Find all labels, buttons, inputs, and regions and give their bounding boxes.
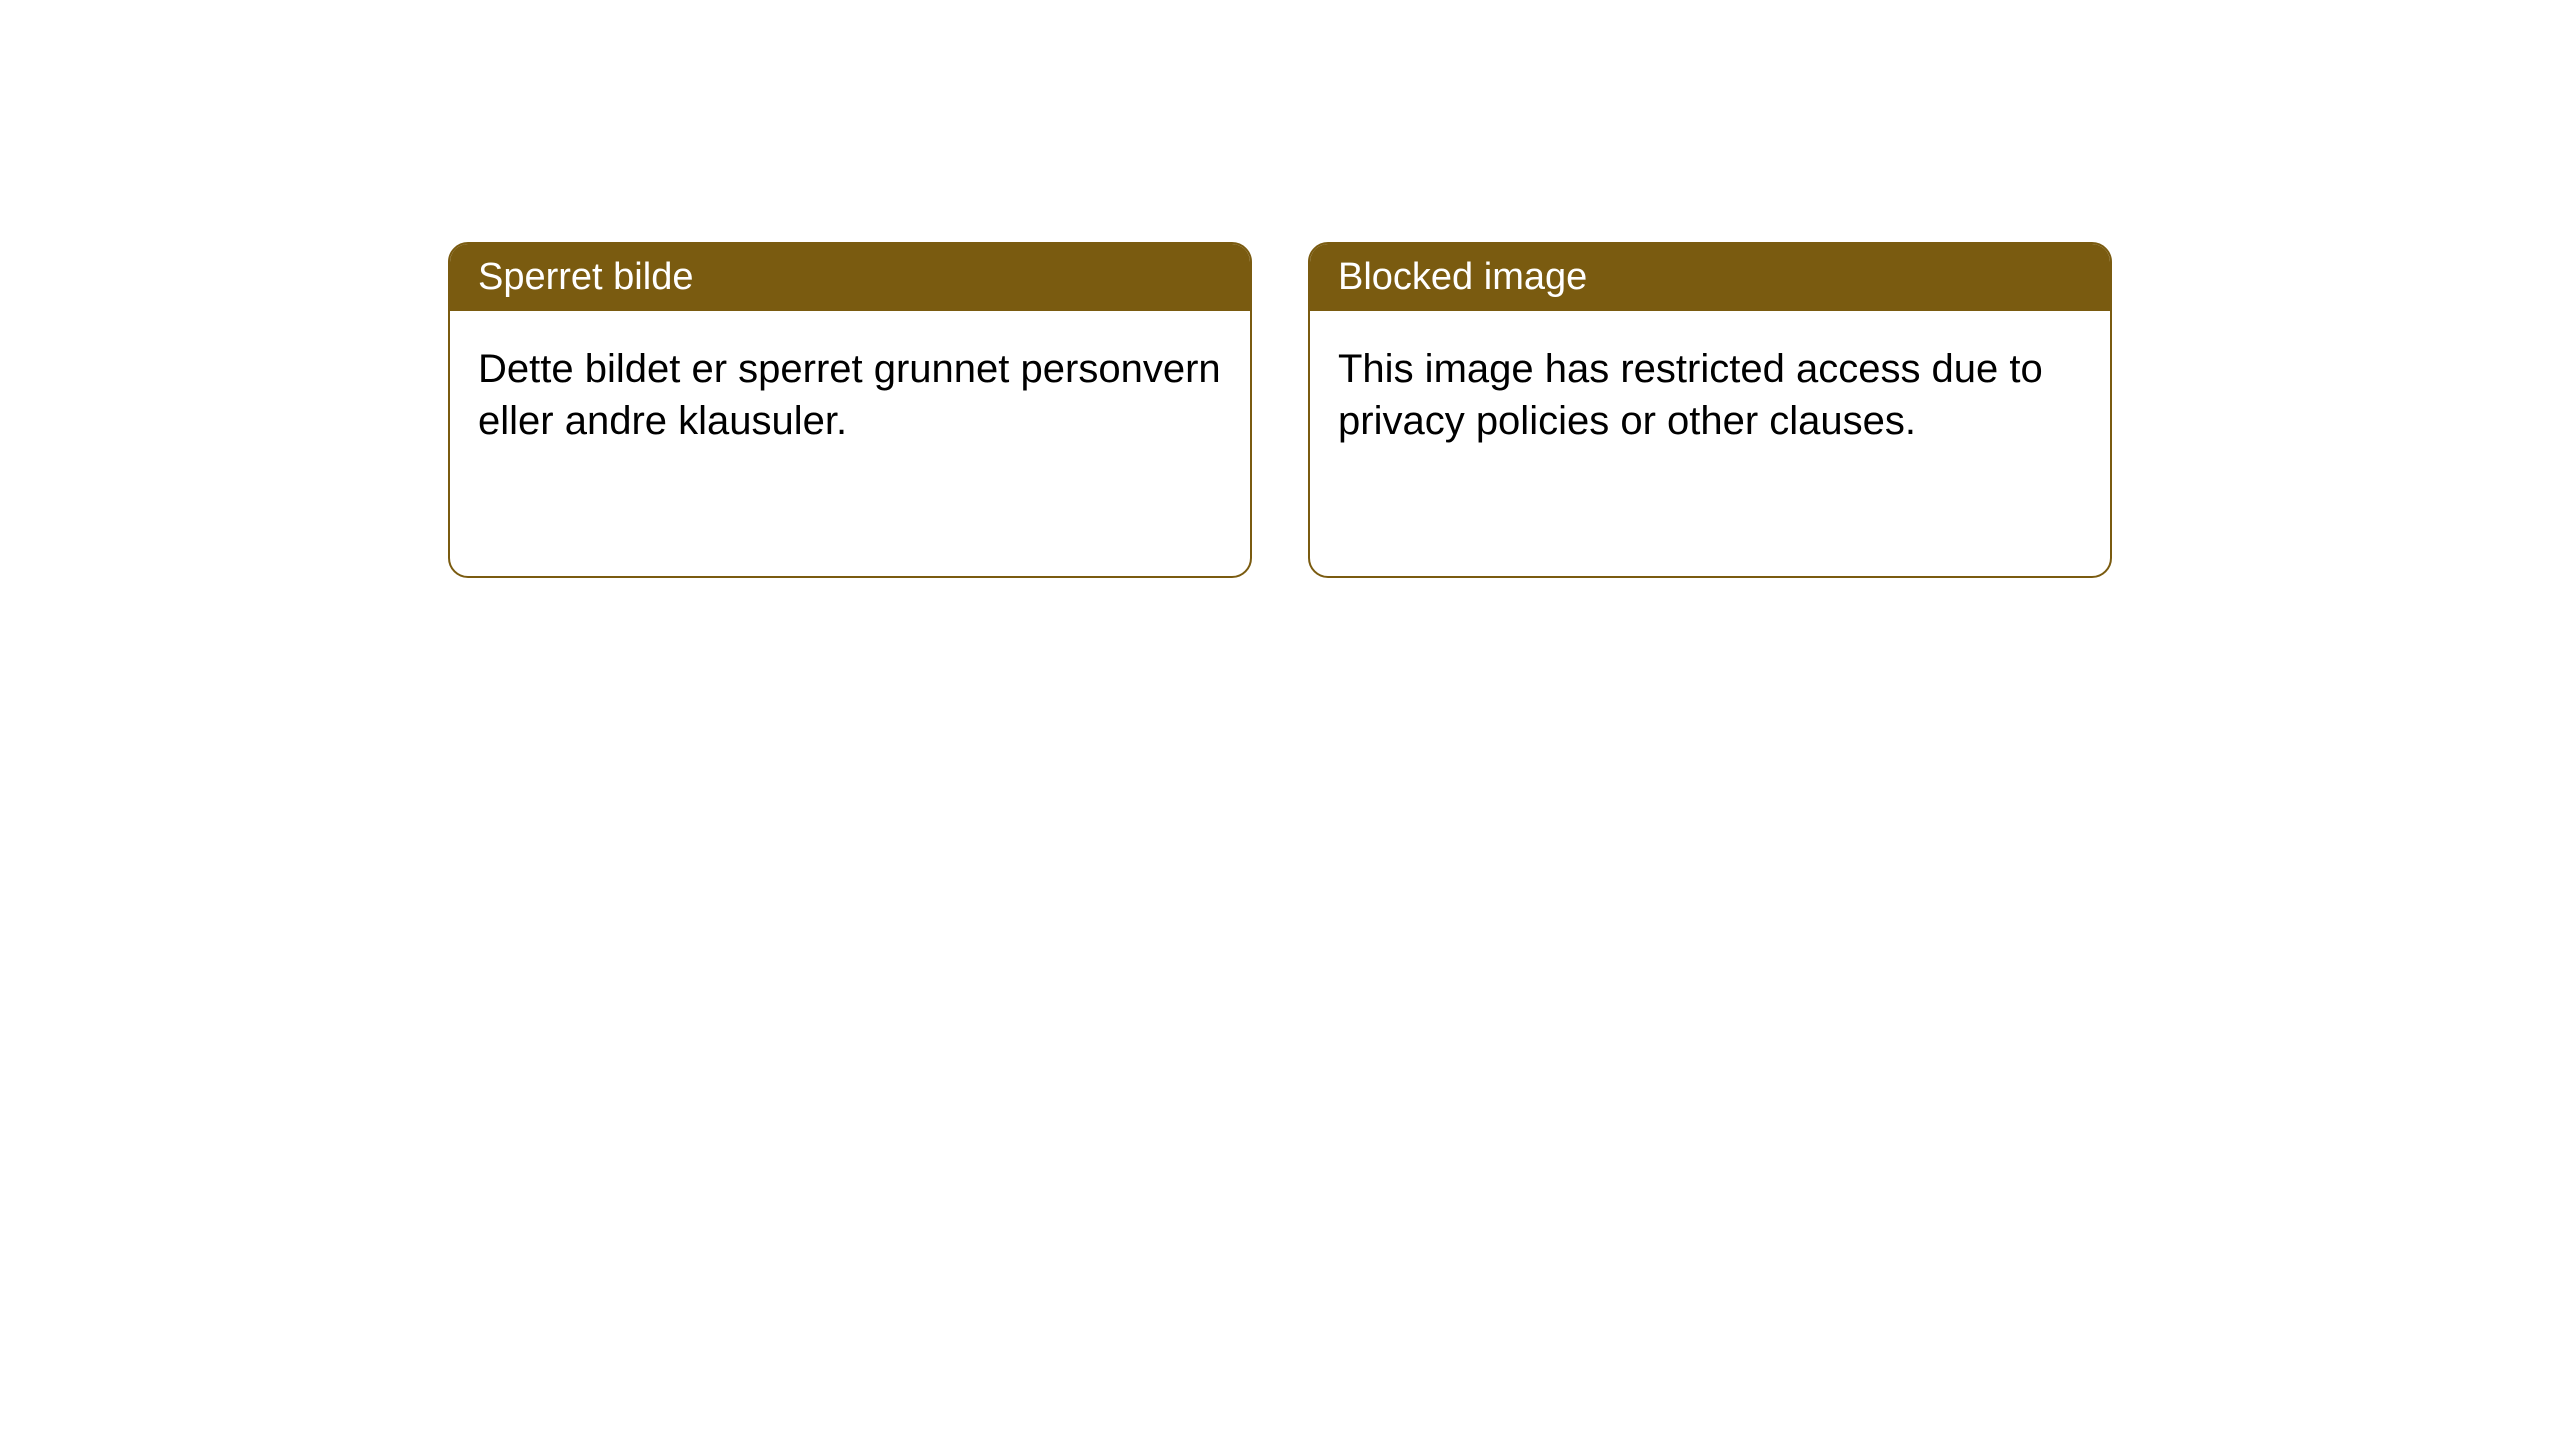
- notice-message-english: This image has restricted access due to …: [1310, 311, 2110, 479]
- notice-message-norwegian: Dette bildet er sperret grunnet personve…: [450, 311, 1250, 479]
- notice-title-english: Blocked image: [1310, 244, 2110, 311]
- notice-card-norwegian: Sperret bilde Dette bildet er sperret gr…: [448, 242, 1252, 578]
- notice-title-norwegian: Sperret bilde: [450, 244, 1250, 311]
- notice-card-english: Blocked image This image has restricted …: [1308, 242, 2112, 578]
- notice-container: Sperret bilde Dette bildet er sperret gr…: [448, 242, 2112, 578]
